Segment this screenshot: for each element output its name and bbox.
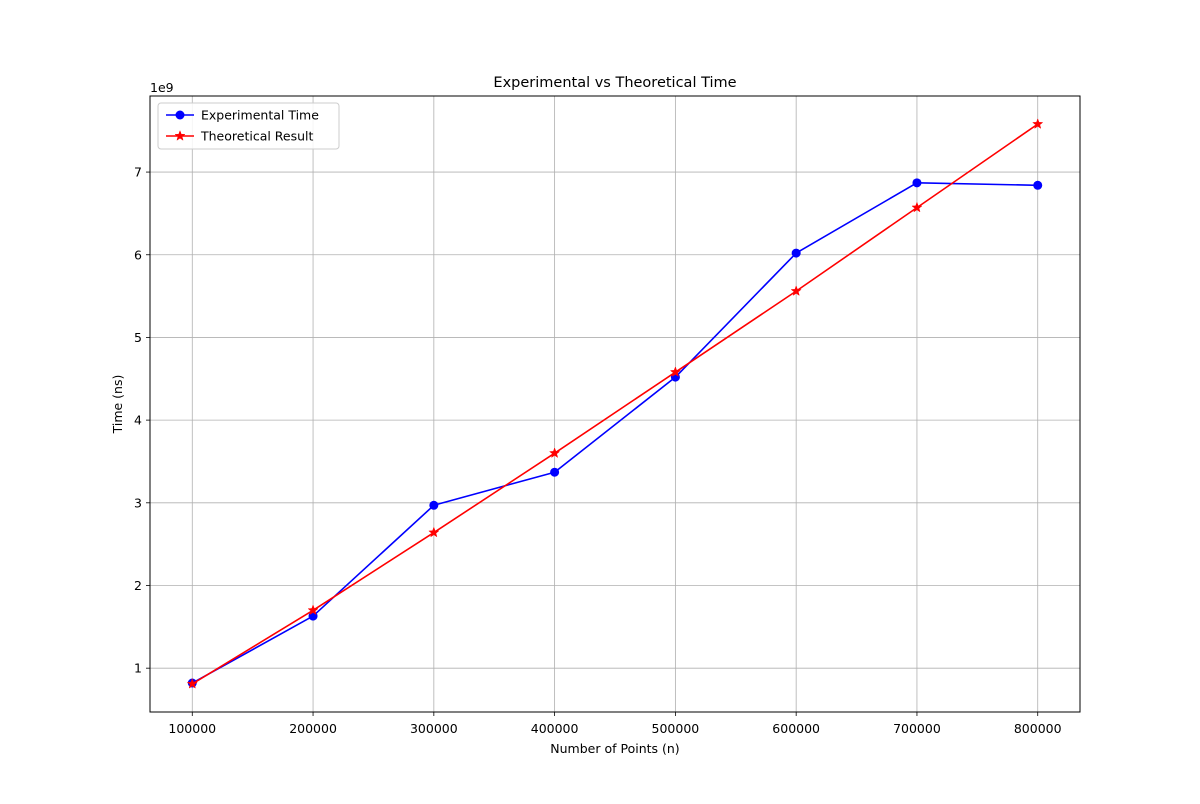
- circle-marker: [1033, 180, 1043, 190]
- y-tick-label: 2: [134, 578, 142, 593]
- circle-marker: [429, 500, 439, 510]
- grid-lines: [150, 96, 1080, 712]
- star-marker: [548, 447, 561, 458]
- x-tick-label: 300000: [410, 721, 458, 736]
- series-theoretical-result: [186, 118, 1044, 689]
- series-line: [191, 123, 1039, 685]
- y-tick-label: 3: [134, 495, 142, 510]
- x-tick-label: 800000: [1014, 721, 1062, 736]
- star-marker: [307, 604, 319, 616]
- legend-entry: Theoretical Result: [166, 129, 314, 144]
- star-marker: [669, 366, 682, 377]
- axis-ticks: 100000 200000 300000 400000 500000 600000 7000…: [134, 165, 1062, 736]
- legend: Experimental Time Theoretical Result: [157, 102, 340, 150]
- y-tick-label: 5: [134, 330, 142, 345]
- legend-circle-marker: [175, 110, 185, 120]
- x-tick-label: 400000: [531, 721, 579, 736]
- star-marker: [1032, 118, 1044, 129]
- y-tick-label: 1: [134, 661, 142, 676]
- x-tick-label: 700000: [893, 721, 941, 736]
- legend-entry: Experimental Time: [166, 108, 319, 123]
- plot-frame: [149, 95, 1081, 713]
- x-axis-label: Number of Points (n): [550, 741, 679, 756]
- y-tick-label: 4: [134, 413, 142, 428]
- legend-star-marker: [174, 130, 186, 141]
- y-tick-label: 6: [134, 247, 142, 262]
- x-tick-label: 500000: [652, 721, 700, 736]
- circle-marker: [912, 178, 922, 188]
- y-axis-label: Time (ns): [110, 375, 125, 435]
- star-marker: [790, 285, 802, 296]
- series-layer: [186, 118, 1044, 689]
- legend-label: Theoretical Result: [200, 129, 314, 144]
- circle-marker: [550, 467, 560, 477]
- x-tick-label: 600000: [772, 721, 820, 736]
- chart-title: Experimental vs Theoretical Time: [493, 75, 736, 91]
- y-tick-label: 7: [134, 165, 142, 180]
- legend-items: Experimental Time Theoretical Result: [166, 108, 319, 144]
- circle-marker: [791, 248, 801, 258]
- x-tick-label: 100000: [168, 721, 216, 736]
- legend-box: [157, 102, 340, 150]
- legend-label: Experimental Time: [201, 108, 319, 123]
- star-marker: [186, 677, 198, 689]
- star-marker: [911, 201, 923, 213]
- star-marker: [428, 526, 440, 538]
- y-offset-label: 1e9: [150, 80, 174, 95]
- x-tick-label: 200000: [289, 721, 337, 736]
